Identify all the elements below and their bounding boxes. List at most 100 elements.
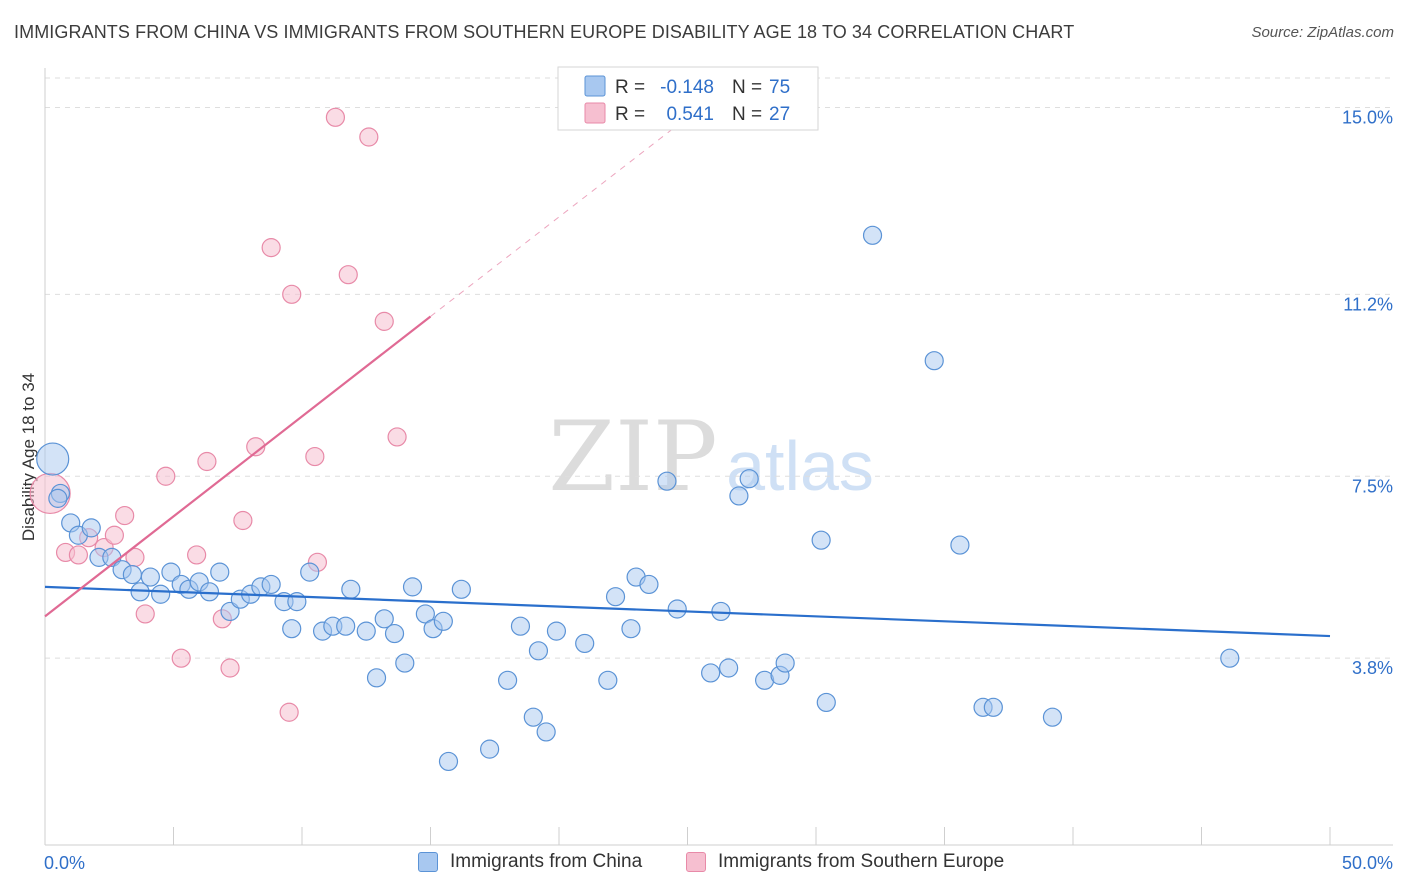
- data-point-southern-europe: [135, 604, 155, 624]
- data-point-southern-europe: [171, 648, 191, 668]
- data-point-southern-europe: [374, 311, 394, 331]
- data-point-china: [575, 633, 595, 654]
- stats-r-label: R =: [615, 77, 645, 98]
- data-point-china: [415, 604, 435, 624]
- y-tick-label: 7.5%: [1352, 476, 1393, 496]
- data-point-china: [336, 616, 356, 636]
- data-point-southern-europe: [156, 466, 176, 486]
- data-point-southern-europe: [233, 510, 253, 531]
- data-point-china: [161, 562, 181, 582]
- data-point-china: [433, 611, 453, 631]
- stats-r-value: 0.541: [666, 104, 714, 125]
- data-point-china: [536, 722, 556, 742]
- data-point-china: [480, 739, 500, 759]
- data-point-china: [1042, 707, 1063, 727]
- data-point-china: [816, 692, 836, 713]
- data-point-southern-europe: [338, 265, 358, 285]
- data-point-china: [220, 601, 240, 622]
- data-point-china: [701, 663, 721, 683]
- data-point-china: [341, 579, 361, 599]
- data-point-china: [1220, 648, 1240, 668]
- data-point-southern-europe: [279, 702, 299, 722]
- data-point-southern-europe: [220, 658, 240, 678]
- data-point-china: [395, 653, 415, 673]
- trendline-southern-europe: [44, 315, 432, 618]
- trendline-china: [44, 585, 1331, 638]
- data-point-china: [122, 564, 142, 585]
- stats-r-value: -0.148: [660, 77, 714, 98]
- data-point-china: [151, 584, 171, 604]
- gridlines: [45, 77, 1393, 659]
- data-point-china: [924, 351, 944, 371]
- watermark-atlas: atlas: [726, 427, 874, 505]
- data-point-china: [199, 582, 220, 602]
- stats-swatch: [584, 75, 606, 97]
- trendlines: [44, 107, 1331, 638]
- data-point-china: [300, 562, 320, 582]
- stats-n-label: N =: [732, 104, 762, 125]
- stats-swatch: [584, 102, 606, 124]
- y-tick-label: 15.0%: [1342, 108, 1393, 128]
- data-point-china: [140, 567, 160, 587]
- data-point-china: [667, 599, 687, 619]
- y-tick-labels: 3.8% 7.5% 11.2% 15.0%: [1342, 108, 1393, 679]
- data-point-southern-europe: [359, 127, 379, 147]
- data-point-china: [498, 670, 518, 690]
- legend-label-southern-europe: Immigrants from Southern Europe: [718, 851, 1005, 872]
- stats-r-label: R =: [615, 104, 645, 125]
- data-point-china: [48, 488, 68, 508]
- legend-item-china: Immigrants from China: [418, 851, 642, 873]
- data-point-china: [36, 442, 70, 476]
- data-point-southern-europe: [305, 446, 325, 467]
- data-point-southern-europe: [282, 284, 302, 304]
- data-point-china: [374, 609, 394, 629]
- data-point-china: [384, 623, 405, 644]
- legend-label-china: Immigrants from China: [450, 851, 643, 872]
- data-point-southern-europe: [187, 545, 207, 565]
- chart-title: IMMIGRANTS FROM CHINA VS IMMIGRANTS FROM…: [14, 22, 1075, 42]
- data-point-china: [510, 616, 531, 636]
- stats-n-value: 75: [769, 77, 790, 98]
- bottom-legend: Immigrants from China Immigrants from So…: [0, 851, 1406, 879]
- trendline-southern-europe-extension: [430, 107, 701, 317]
- data-point-southern-europe: [115, 505, 135, 526]
- data-point-china: [639, 574, 659, 595]
- data-point-china: [605, 587, 626, 607]
- data-point-china: [451, 579, 471, 599]
- data-point-china: [81, 518, 101, 538]
- data-point-southern-europe: [104, 525, 124, 545]
- data-point-china: [621, 619, 641, 639]
- data-point-china: [950, 535, 970, 555]
- data-point-china: [282, 619, 302, 639]
- data-point-china: [598, 670, 618, 690]
- x-tick-label: 50.0%: [1342, 853, 1393, 873]
- data-point-china: [261, 574, 281, 595]
- watermark: ZIP atlas: [548, 401, 874, 513]
- data-point-china: [528, 641, 549, 661]
- stats-legend: R = -0.148 N = 75 R = 0.541 N = 27: [557, 66, 819, 131]
- stats-n-label: N =: [732, 77, 762, 98]
- legend-item-southern-europe: Immigrants from Southern Europe: [686, 851, 1004, 873]
- data-point-china: [657, 471, 677, 491]
- data-point-southern-europe: [387, 427, 407, 447]
- data-point-southern-europe: [261, 238, 281, 258]
- data-point-china: [546, 621, 567, 641]
- data-point-southern-europe: [197, 451, 217, 472]
- data-point-china: [438, 751, 459, 772]
- legend-swatch-southern-europe: [686, 852, 706, 872]
- watermark-zip: ZIP: [548, 401, 717, 513]
- x-tick-labels: 0.0% 50.0%: [44, 853, 1393, 873]
- data-point-china: [983, 697, 1003, 717]
- data-point-china: [729, 486, 749, 506]
- y-axis-label: Disability Age 18 to 34: [19, 373, 38, 541]
- data-point-southern-europe: [325, 107, 346, 127]
- data-point-china: [862, 225, 883, 245]
- y-tick-label: 11.2%: [1343, 294, 1393, 314]
- data-point-china: [523, 707, 543, 727]
- series-china: [36, 225, 1240, 772]
- y-tick-label: 3.8%: [1352, 658, 1393, 678]
- data-point-china: [402, 577, 423, 597]
- axes: [44, 68, 1393, 846]
- data-point-china: [356, 621, 376, 641]
